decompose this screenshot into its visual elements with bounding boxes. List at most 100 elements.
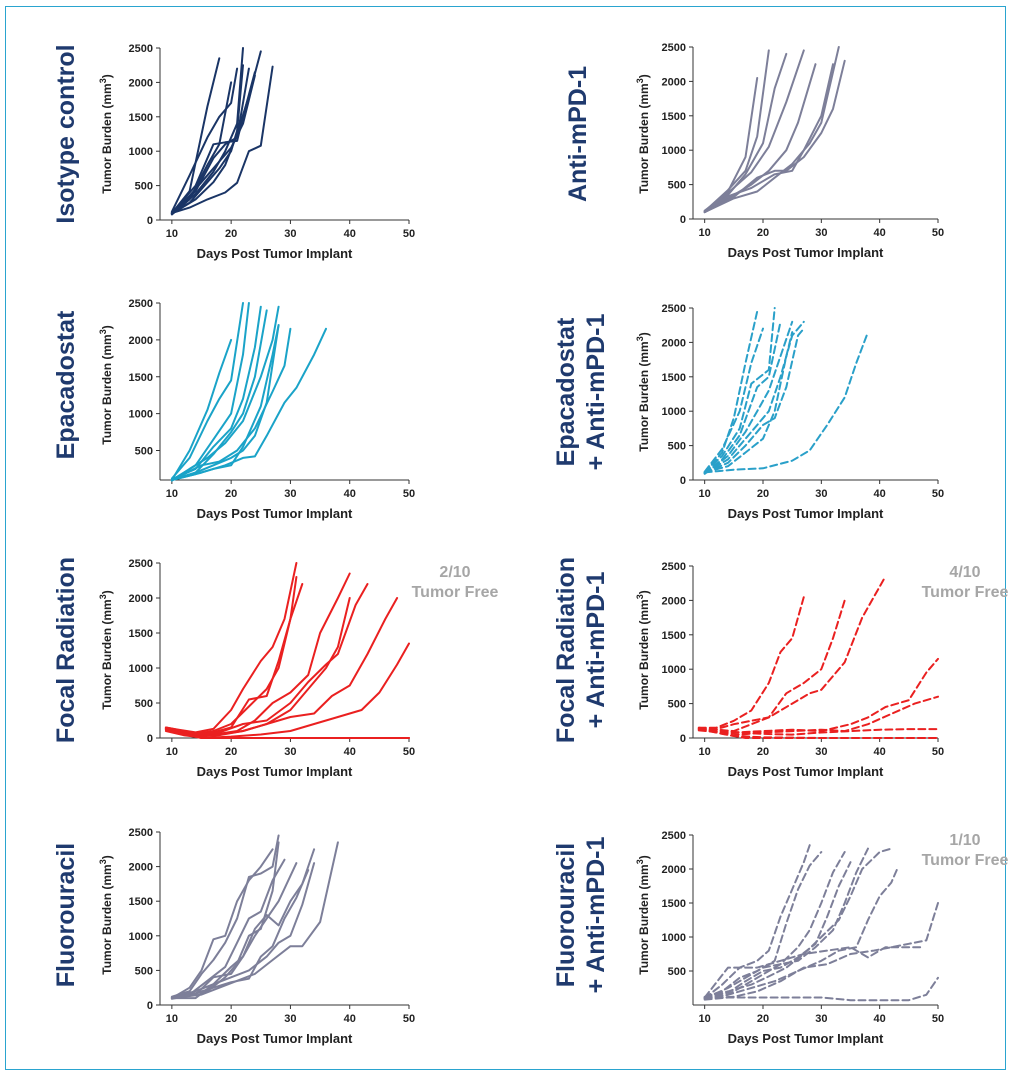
- series-line-5: [703, 63, 817, 214]
- series-line-3: [170, 67, 239, 213]
- series-line-8: [703, 59, 846, 214]
- y-tick-label: 1000: [129, 146, 153, 158]
- x-axis-label: Days Post Tumor Implant: [197, 506, 353, 521]
- x-tick-label: 10: [166, 746, 178, 758]
- series-line-6: [170, 305, 280, 482]
- y-tick-label: 2500: [662, 830, 686, 842]
- x-tick-label: 50: [403, 228, 415, 240]
- series-line-7: [703, 868, 899, 1000]
- y-tick-label: 0: [680, 214, 686, 226]
- series-line-6: [703, 847, 893, 999]
- x-tick-label: 40: [344, 488, 356, 500]
- x-tick-label: 10: [166, 488, 178, 500]
- series-line-1: [164, 562, 298, 734]
- y-axis-label: Tumor Burden (mm3): [635, 590, 651, 709]
- chart-panel-epacadostat: 500 1000 1500 2000 2500 10 20 30 40 50 Days Post T…: [52, 298, 415, 521]
- x-tick-label: 30: [815, 746, 827, 758]
- series-line-5: [703, 847, 869, 1000]
- series-line-5: [170, 848, 316, 1000]
- y-tick-label: 2000: [129, 593, 153, 605]
- y-axis-label: Tumor Burden (mm3): [98, 325, 114, 444]
- x-tick-label: 10: [699, 746, 711, 758]
- y-tick-label: 2500: [129, 298, 153, 310]
- series-line-1: [703, 844, 811, 1000]
- x-tick-label: 30: [815, 1013, 827, 1025]
- panel-title: Focal Radiation: [52, 557, 80, 743]
- y-axis-label: Tumor Burden (mm3): [98, 855, 114, 974]
- y-axis-label: Tumor Burden (mm3): [635, 74, 651, 193]
- chart-panel-rad_pd1: 0 500 1000 1500 2000 2500 10 20 30 40 50 Days Post …: [552, 557, 1009, 779]
- series-line-6: [703, 63, 834, 213]
- series-line-9: [703, 946, 922, 999]
- y-tick-label: 2000: [129, 77, 153, 89]
- y-tick-label: 1000: [662, 406, 686, 418]
- series-line-6: [697, 726, 939, 736]
- y-tick-label: 500: [135, 181, 153, 193]
- y-axis-label: Tumor Burden (mm3): [98, 590, 114, 709]
- series-line-4: [170, 862, 298, 999]
- series-line-3: [703, 307, 776, 474]
- y-tick-label: 500: [135, 965, 153, 977]
- y-tick-label: 2000: [662, 76, 686, 88]
- y-tick-label: 1500: [129, 628, 153, 640]
- x-tick-label: 50: [932, 746, 944, 758]
- series-line-7: [170, 841, 339, 1000]
- y-axis-label: Tumor Burden (mm3): [98, 74, 114, 193]
- x-tick-label: 10: [166, 228, 178, 240]
- y-tick-label: 2000: [662, 864, 686, 876]
- x-axis-label: Days Post Tumor Implant: [728, 506, 884, 521]
- x-tick-label: 40: [344, 746, 356, 758]
- series-line-2: [703, 49, 770, 213]
- x-axis-label: Days Post Tumor Implant: [728, 1031, 884, 1046]
- x-tick-label: 20: [757, 1013, 769, 1025]
- series-line-3: [170, 858, 286, 1000]
- panel-title: Epacadostat+ Anti-mPD-1: [552, 314, 610, 471]
- y-tick-label: 2000: [129, 335, 153, 347]
- y-tick-label: 2000: [662, 595, 686, 607]
- y-tick-label: 1500: [662, 111, 686, 123]
- series-line-9: [703, 331, 869, 474]
- x-tick-label: 10: [699, 488, 711, 500]
- series-line-8: [703, 331, 794, 474]
- y-tick-label: 1500: [662, 630, 686, 642]
- y-tick-label: 1500: [662, 372, 686, 384]
- x-tick-label: 20: [757, 227, 769, 239]
- series-line-10: [170, 64, 244, 215]
- chart-panel-antipd1: 0 500 1000 1500 2000 2500 10 20 30 40 50 Days Post …: [564, 42, 944, 260]
- y-tick-label: 500: [135, 446, 153, 458]
- x-axis-label: Days Post Tumor Implant: [728, 764, 884, 779]
- series-line-5: [697, 695, 939, 736]
- chart-panel-fluorouracil: 0 500 1000 1500 2000 2500 10 20 30 40 50 Days Post …: [52, 827, 415, 1046]
- tumor-free-count: 4/10: [949, 564, 980, 581]
- x-tick-label: 40: [874, 488, 886, 500]
- x-tick-label: 20: [225, 488, 237, 500]
- series-line-8: [697, 727, 939, 739]
- series-line-8: [164, 642, 410, 739]
- series-line-4: [164, 572, 351, 737]
- series-line-4: [703, 320, 782, 475]
- series-line-1: [170, 338, 233, 481]
- x-tick-label: 10: [166, 1013, 178, 1025]
- y-axis-label: Tumor Burden (mm3): [635, 855, 651, 974]
- x-tick-label: 30: [284, 488, 296, 500]
- x-tick-label: 40: [344, 228, 356, 240]
- y-tick-label: 500: [668, 180, 686, 192]
- series-line-10: [164, 730, 410, 739]
- series-line-3: [697, 575, 887, 733]
- y-tick-label: 500: [668, 966, 686, 978]
- y-tick-label: 1500: [129, 112, 153, 124]
- y-tick-label: 2500: [129, 827, 153, 839]
- chart-panel-epa_pd1: 0 500 1000 1500 2000 2500 10 20 30 40 50 Days Post …: [552, 303, 944, 521]
- x-tick-label: 50: [932, 227, 944, 239]
- panel-title: Fluorouracil: [52, 843, 80, 987]
- y-tick-label: 1500: [129, 372, 153, 384]
- x-axis-label: Days Post Tumor Implant: [197, 764, 353, 779]
- y-tick-label: 0: [147, 215, 153, 227]
- x-axis-label: Days Post Tumor Implant: [197, 246, 353, 261]
- series-line-5: [170, 67, 250, 215]
- x-tick-label: 20: [757, 488, 769, 500]
- series-line-3: [164, 583, 304, 736]
- x-tick-label: 30: [284, 746, 296, 758]
- y-tick-label: 0: [680, 475, 686, 487]
- x-tick-label: 50: [403, 746, 415, 758]
